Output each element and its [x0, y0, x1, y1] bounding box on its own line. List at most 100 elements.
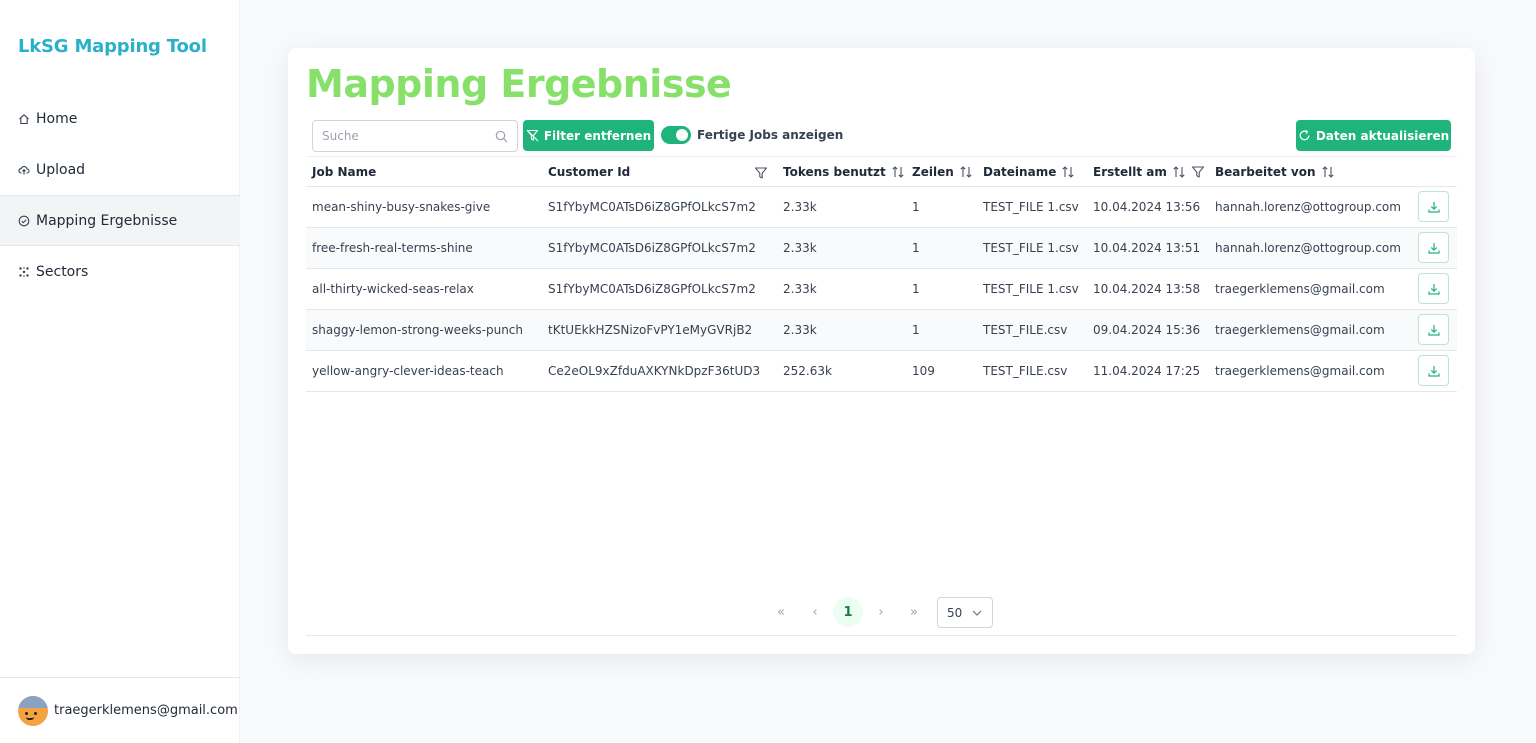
filename-cell: TEST_FILE 1.csv	[983, 241, 1079, 255]
sectors-icon	[18, 266, 30, 278]
customer-id-cell: S1fYbyMC0ATsD6iZ8GPfOLkcS7m2	[548, 241, 756, 255]
next-page-button[interactable]: ›	[878, 604, 884, 620]
customer-id-cell: S1fYbyMC0ATsD6iZ8GPfOLkcS7m2	[548, 282, 756, 296]
download-button[interactable]	[1418, 273, 1449, 304]
column-filename[interactable]: Dateiname	[983, 157, 1075, 187]
tokens-cell: 2.33k	[783, 241, 817, 255]
avatar	[18, 695, 48, 726]
job-name-cell: mean-shiny-busy-snakes-give	[312, 200, 491, 214]
download-button[interactable]	[1418, 314, 1449, 345]
remove-filter-button[interactable]: Filter entfernen	[523, 120, 654, 151]
rows-cell: 1	[912, 241, 920, 255]
finished-jobs-label: Fertige Jobs anzeigen	[697, 128, 844, 142]
search-box	[312, 120, 518, 152]
filename-cell: TEST_FILE.csv	[983, 323, 1068, 337]
tokens-cell: 252.63k	[783, 364, 832, 378]
tokens-cell: 2.33k	[783, 323, 817, 337]
results-card: Mapping Ergebnisse Filter entfernen Fert…	[288, 48, 1475, 654]
sidebar-item-upload[interactable]: Upload	[0, 144, 240, 195]
customer-id-cell: S1fYbyMC0ATsD6iZ8GPfOLkcS7m2	[548, 200, 756, 214]
download-icon	[1427, 201, 1440, 213]
table-row[interactable]: yellow-angry-clever-ideas-teach Ce2eOL9xZ…	[306, 351, 1457, 392]
tokens-cell: 2.33k	[783, 282, 817, 296]
sort-icon[interactable]	[959, 165, 973, 179]
page-title: Mapping Ergebnisse	[306, 62, 732, 106]
check-circle-icon	[18, 215, 30, 227]
refresh-icon	[1299, 129, 1310, 141]
filename-cell: TEST_FILE 1.csv	[983, 200, 1079, 214]
finished-jobs-toggle[interactable]	[661, 126, 691, 144]
last-page-button[interactable]: »	[910, 604, 918, 620]
tokens-cell: 2.33k	[783, 200, 817, 214]
created-at-cell: 10.04.2024 13:51	[1093, 241, 1201, 255]
sidebar-item-label: Mapping Ergebnisse	[36, 212, 178, 229]
column-job-name[interactable]: Job Name	[312, 165, 377, 179]
sidebar: LkSG Mapping Tool Home Upload Mapping Er…	[0, 0, 240, 743]
user-profile[interactable]: traegerklemens@gmail.com	[0, 677, 240, 743]
download-button[interactable]	[1418, 232, 1449, 263]
sidebar-item-sectors[interactable]: Sectors	[0, 246, 240, 297]
filter-slash-icon	[526, 129, 539, 142]
prev-page-button[interactable]: ‹	[812, 604, 818, 620]
results-table: Job Name Customer Id Tokens benutzt Zeil…	[306, 156, 1457, 392]
sidebar-nav: Home Upload Mapping Ergebnisse Sectors	[0, 93, 240, 297]
edited-by-cell: hannah.lorenz@ottogroup.com	[1215, 200, 1401, 214]
table-row[interactable]: mean-shiny-busy-snakes-give S1fYbyMC0ATsD…	[306, 187, 1457, 228]
refresh-data-button[interactable]: Daten aktualisieren	[1296, 120, 1451, 151]
user-email: traegerklemens@gmail.com	[54, 703, 238, 718]
page-1-button[interactable]: 1	[833, 597, 863, 627]
edited-by-cell: traegerklemens@gmail.com	[1215, 364, 1385, 378]
created-at-cell: 10.04.2024 13:56	[1093, 200, 1201, 214]
search-input[interactable]	[313, 121, 483, 151]
created-at-cell: 10.04.2024 13:58	[1093, 282, 1201, 296]
sidebar-item-mapping-ergebnisse[interactable]: Mapping Ergebnisse	[0, 195, 240, 246]
job-name-cell: yellow-angry-clever-ideas-teach	[312, 364, 504, 378]
created-at-cell: 11.04.2024 17:25	[1093, 364, 1201, 378]
sidebar-item-label: Home	[36, 110, 78, 127]
edited-by-cell: traegerklemens@gmail.com	[1215, 282, 1385, 296]
column-edited-by[interactable]: Bearbeitet von	[1215, 157, 1335, 187]
table-row[interactable]: free-fresh-real-terms-shine S1fYbyMC0ATsD…	[306, 228, 1457, 269]
download-button[interactable]	[1418, 191, 1449, 222]
filter-icon[interactable]	[754, 165, 768, 179]
rows-per-page-select[interactable]: 50	[937, 597, 993, 628]
download-icon	[1427, 324, 1440, 336]
download-button[interactable]	[1418, 355, 1449, 386]
app-brand[interactable]: LkSG Mapping Tool	[18, 36, 207, 57]
divider	[306, 635, 1457, 636]
search-icon	[495, 130, 508, 143]
sort-icon[interactable]	[1061, 165, 1075, 179]
sidebar-item-label: Sectors	[36, 263, 89, 280]
job-name-cell: shaggy-lemon-strong-weeks-punch	[312, 323, 524, 337]
job-name-cell: all-thirty-wicked-seas-relax	[312, 282, 474, 296]
toolbar: Filter entfernen Fertige Jobs anzeigen D…	[312, 120, 1452, 152]
filter-icon[interactable]	[1191, 165, 1205, 179]
edited-by-cell: traegerklemens@gmail.com	[1215, 323, 1385, 337]
created-at-cell: 09.04.2024 15:36	[1093, 323, 1201, 337]
customer-id-cell: Ce2eOL9xZfduAXKYNkDpzF36tUD3	[548, 364, 761, 378]
sort-icon[interactable]	[1172, 165, 1186, 179]
table-row[interactable]: all-thirty-wicked-seas-relax S1fYbyMC0ATs…	[306, 269, 1457, 310]
sidebar-item-label: Upload	[36, 161, 86, 178]
first-page-button[interactable]: «	[777, 604, 785, 620]
rows-cell: 1	[912, 282, 920, 296]
edited-by-cell: hannah.lorenz@ottogroup.com	[1215, 241, 1401, 255]
download-icon	[1427, 365, 1440, 377]
refresh-data-label: Daten aktualisieren	[1315, 128, 1450, 143]
sort-icon[interactable]	[1321, 165, 1335, 179]
column-tokens[interactable]: Tokens benutzt	[783, 157, 905, 187]
pagination: « ‹ 1 › » 50	[766, 597, 1006, 629]
table-row[interactable]: shaggy-lemon-strong-weeks-punch tKtUEkkHZ…	[306, 310, 1457, 351]
cloud-upload-icon	[18, 164, 30, 176]
rows-cell: 1	[912, 323, 920, 337]
column-created-at[interactable]: Erstellt am	[1093, 157, 1205, 187]
customer-id-cell: tKtUEkkHZSNizoFvPY1eMyGVRjB2	[548, 323, 753, 337]
sidebar-item-home[interactable]: Home	[0, 93, 240, 144]
column-rows[interactable]: Zeilen	[912, 157, 973, 187]
job-name-cell: free-fresh-real-terms-shine	[312, 241, 473, 255]
filename-cell: TEST_FILE.csv	[983, 364, 1068, 378]
column-customer-id[interactable]: Customer Id	[548, 165, 631, 179]
table-header: Job Name Customer Id Tokens benutzt Zeil…	[306, 156, 1457, 187]
sort-icon[interactable]	[891, 165, 905, 179]
download-icon	[1427, 283, 1440, 295]
